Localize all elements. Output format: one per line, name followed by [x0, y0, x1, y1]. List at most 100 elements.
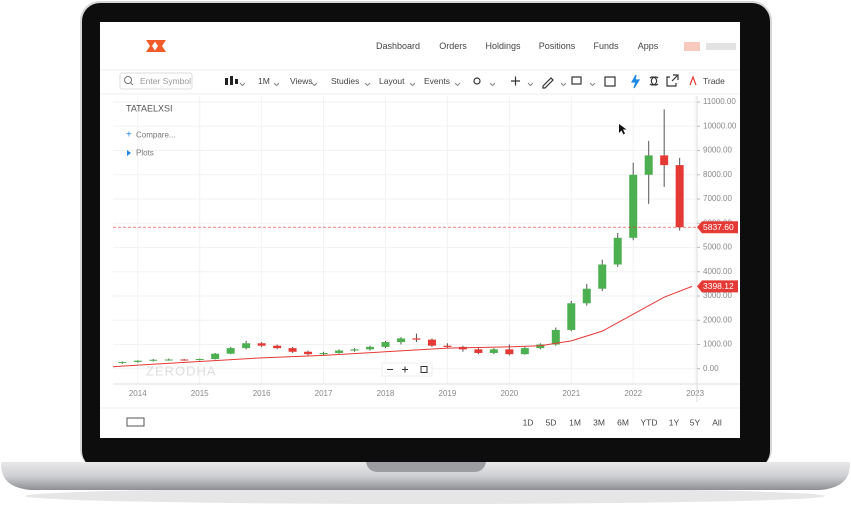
range-button[interactable]: 1D — [523, 417, 534, 427]
plots[interactable]: Plots — [136, 149, 154, 158]
compare-plus[interactable]: + — [126, 130, 132, 141]
y-tick-label: 4000.00 — [703, 267, 732, 276]
y-tick-label: 8000.00 — [703, 170, 732, 179]
plot-content — [113, 109, 697, 368]
x-tick-label: 2014 — [129, 389, 147, 398]
range-button[interactable]: 6M — [617, 417, 629, 427]
price-tag-label: 3398.12 — [703, 281, 734, 291]
y-tick-label: 1000.00 — [703, 340, 732, 349]
range-button[interactable]: 1Y — [669, 417, 680, 427]
candle-body — [474, 349, 483, 353]
nav-item[interactable]: Positions — [539, 41, 576, 51]
candle-body — [149, 359, 158, 361]
price-tag — [697, 280, 738, 293]
compare[interactable]: Compare... — [136, 131, 176, 140]
candle-body — [257, 343, 266, 346]
dropdown-caret[interactable] — [364, 82, 371, 87]
dropdown-caret[interactable] — [239, 82, 246, 87]
candle-body — [505, 349, 514, 355]
candle-body — [598, 264, 607, 289]
candle-body — [133, 360, 142, 362]
candle-body — [629, 174, 638, 238]
dropdown-caret[interactable] — [527, 82, 534, 87]
trade-button[interactable]: Trade — [703, 76, 725, 86]
candle-body — [350, 349, 359, 351]
price-tag — [697, 221, 738, 234]
x-tick-label: 2019 — [439, 389, 457, 398]
x-tick-label: 2017 — [315, 389, 333, 398]
dropdown-caret[interactable] — [560, 82, 567, 87]
candle-body — [273, 345, 282, 349]
dropdown-caret[interactable] — [409, 82, 416, 87]
search-box[interactable] — [119, 72, 193, 90]
avatar[interactable] — [684, 42, 700, 51]
user-id — [706, 43, 736, 50]
candle-body — [118, 361, 127, 363]
search-icon — [124, 76, 132, 84]
base-notch — [366, 462, 486, 472]
candle-body — [396, 338, 405, 343]
dropdown-caret[interactable] — [489, 82, 496, 87]
plots-arrow[interactable] — [127, 150, 131, 156]
candle-body — [613, 237, 622, 265]
y-tick-label: 2000.00 — [703, 315, 732, 324]
range-button[interactable]: 5D — [546, 417, 557, 427]
candle-body — [582, 288, 591, 304]
range-button[interactable]: YTD — [641, 417, 658, 427]
range-button[interactable]: 3M — [593, 417, 605, 427]
candle-body — [644, 155, 653, 175]
y-tick-label: 9000.00 — [703, 146, 732, 155]
x-tick-label: 2016 — [253, 389, 271, 398]
toolbar-menu[interactable]: Views — [290, 76, 313, 86]
x-tick-label: 2022 — [624, 389, 642, 398]
dropdown-caret[interactable] — [311, 82, 318, 87]
search-icon — [130, 82, 134, 86]
dropdown-caret[interactable] — [273, 82, 280, 87]
candle-body — [366, 346, 375, 350]
candle-body — [520, 348, 529, 355]
range-button[interactable]: 1M — [569, 417, 581, 427]
price-tag-label: 5837.60 — [703, 222, 734, 232]
candles-icon[interactable] — [225, 76, 238, 85]
candle-body — [675, 165, 684, 228]
search-placeholder: Enter Symbol — [140, 76, 191, 86]
range-button[interactable]: All — [712, 417, 722, 427]
x-tick-label: 2018 — [377, 389, 395, 398]
dropdown-caret[interactable] — [454, 82, 461, 87]
toolbar-menu[interactable]: Layout — [379, 76, 405, 86]
moving-average-line — [113, 285, 693, 368]
nav-item[interactable]: Apps — [638, 41, 659, 51]
candle-body — [242, 343, 251, 349]
toolbar-menu[interactable]: Studies — [331, 76, 359, 86]
nav-item[interactable]: Holdings — [485, 41, 521, 51]
candle-body — [443, 345, 452, 347]
keyboard-icon[interactable] — [126, 417, 145, 427]
nav-item[interactable]: Dashboard — [376, 41, 420, 51]
watermark: ZERODHA — [146, 363, 217, 378]
y-tick-label: 0.00 — [703, 364, 719, 373]
candle-body — [335, 350, 344, 353]
candle-body — [226, 348, 235, 354]
x-tick-label: 2023 — [686, 389, 704, 398]
range-button[interactable]: 5Y — [690, 417, 701, 427]
candle-body — [288, 348, 297, 352]
candle-body — [180, 359, 189, 361]
dropdown-caret[interactable] — [589, 82, 596, 87]
zoom-controls[interactable] — [381, 362, 433, 377]
candle-body — [660, 155, 669, 166]
nav-item[interactable]: Funds — [593, 41, 619, 51]
y-tick-label: 10000.00 — [703, 121, 737, 130]
shadow — [25, 488, 825, 504]
toolbar-icons[interactable] — [473, 74, 697, 89]
cursor — [619, 124, 627, 135]
candle-body — [211, 353, 220, 360]
logo[interactable] — [146, 40, 166, 52]
candle-body — [489, 349, 498, 353]
y-tick-label: 11000.00 — [703, 97, 736, 106]
candle-body — [551, 329, 560, 345]
toolbar-menu[interactable]: Events — [424, 76, 450, 86]
interval[interactable]: 1M — [258, 76, 270, 86]
nav-item[interactable]: Orders — [439, 41, 467, 51]
candle-body — [567, 303, 576, 330]
